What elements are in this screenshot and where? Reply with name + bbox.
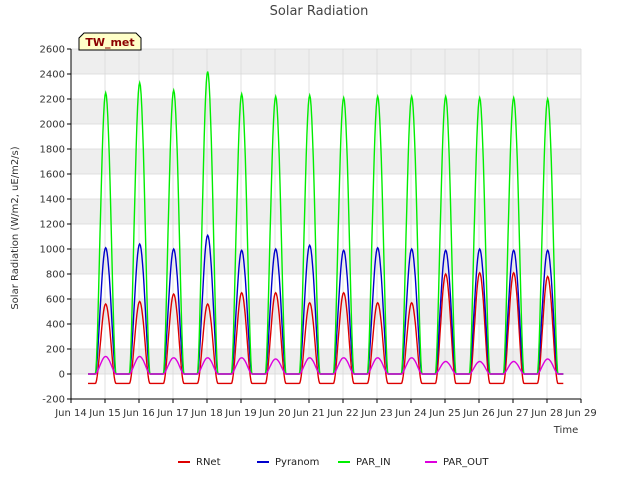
badge-background xyxy=(78,32,142,51)
background-bands xyxy=(71,49,581,374)
series-lines xyxy=(88,71,564,385)
legend-label: PAR_IN xyxy=(356,457,391,468)
x-tick-label: Jun 26 xyxy=(462,408,495,419)
x-tick-labels: Jun 14 Jun 15 Jun 16 Jun 17 Jun 18 Jun 19 Jun … xyxy=(54,408,597,419)
axes xyxy=(67,48,582,403)
y-tick-label: 0 xyxy=(59,370,65,381)
series-line-par-out xyxy=(88,355,564,375)
band xyxy=(71,249,581,274)
y-tick-labels: -200 0 200 400 600 800 1000 1200 1400 1600 1800 200… xyxy=(40,45,65,406)
y-tick-label: 600 xyxy=(46,295,65,306)
legend-label: PAR_OUT xyxy=(443,457,489,468)
x-tick-label: Jun 25 xyxy=(428,408,461,419)
band xyxy=(71,299,581,324)
x-tick-label: Jun 18 xyxy=(190,408,223,419)
x-tick-label: Jun 24 xyxy=(394,408,427,419)
x-tick-label: Jun 28 xyxy=(530,408,563,419)
y-tick-label: 2200 xyxy=(40,95,65,106)
x-tick-label: Jun 21 xyxy=(292,408,325,419)
y-tick-label: 2000 xyxy=(40,120,65,131)
x-tick-label: Jun 27 xyxy=(496,408,529,419)
x-tick-label: Jun 20 xyxy=(258,408,291,419)
band xyxy=(71,99,581,124)
station-badge: TW_met xyxy=(78,32,142,51)
y-tick-label: 1200 xyxy=(40,220,65,231)
y-tick-label: 2600 xyxy=(40,45,65,56)
y-tick-label: 1400 xyxy=(40,195,65,206)
band xyxy=(71,349,581,374)
y-axis-label: Solar Radiation (W/m2, uE/m2/s) xyxy=(10,146,21,309)
chart-title: Solar Radiation xyxy=(270,4,369,19)
x-tick-label: Jun 19 xyxy=(224,408,257,419)
x-tick-label: Jun 16 xyxy=(122,408,155,419)
y-tick-label: 2400 xyxy=(40,70,65,81)
y-tick-label: 1600 xyxy=(40,170,65,181)
y-tick-label: 800 xyxy=(46,270,65,281)
y-tick-label: 400 xyxy=(46,320,65,331)
band xyxy=(71,199,581,224)
y-tick-label: 1800 xyxy=(40,145,65,156)
band xyxy=(71,49,581,74)
x-tick-label: Jun 17 xyxy=(156,408,189,419)
x-tick-label: Jun 23 xyxy=(360,408,393,419)
legend: RNet Pyranom PAR_IN PAR_OUT xyxy=(178,457,489,468)
y-tick-label: 1000 xyxy=(40,245,65,256)
y-tick-label: 200 xyxy=(46,345,65,356)
x-tick-label: Jun 29 xyxy=(564,408,597,419)
legend-label: Pyranom xyxy=(275,457,319,468)
legend-label: RNet xyxy=(196,457,221,468)
series-line-rnet xyxy=(88,271,564,385)
x-axis-label: Time xyxy=(553,425,578,436)
x-tick-label: Jun 22 xyxy=(326,408,359,419)
band xyxy=(71,149,581,174)
x-tick-label: Jun 15 xyxy=(88,408,121,419)
y-tick-label: -200 xyxy=(42,395,65,406)
x-tick-label: Jun 14 xyxy=(54,408,87,419)
badge-label: TW_met xyxy=(85,36,134,49)
